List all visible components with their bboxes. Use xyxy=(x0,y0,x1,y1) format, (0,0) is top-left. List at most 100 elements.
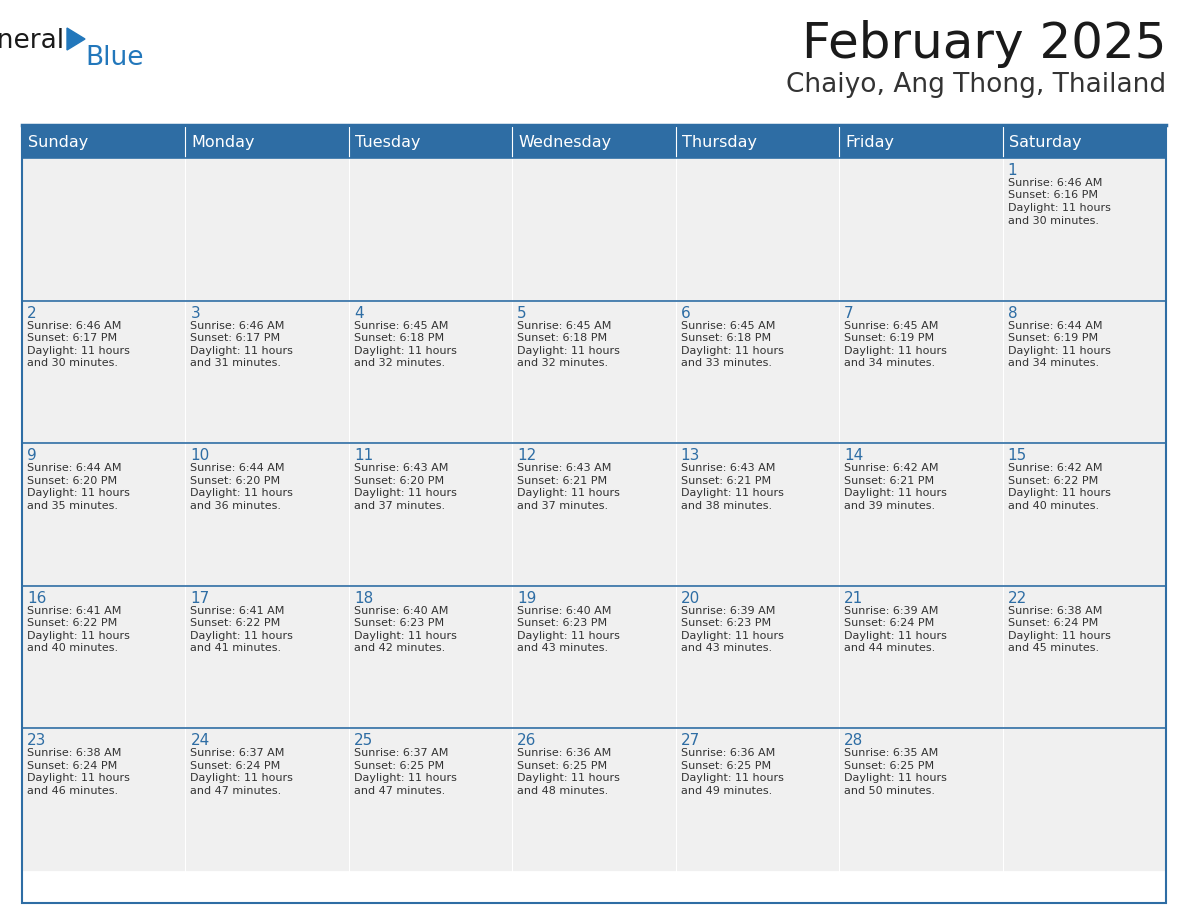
Text: 8: 8 xyxy=(1007,306,1017,320)
Text: Sunset: 6:20 PM: Sunset: 6:20 PM xyxy=(27,476,118,486)
Bar xyxy=(349,586,512,728)
Text: 28: 28 xyxy=(845,733,864,748)
Bar xyxy=(676,586,839,728)
Text: Daylight: 11 hours: Daylight: 11 hours xyxy=(681,773,784,783)
Text: Sunrise: 6:37 AM: Sunrise: 6:37 AM xyxy=(354,748,448,758)
Bar xyxy=(512,443,676,586)
Bar xyxy=(349,158,512,300)
Text: and 30 minutes.: and 30 minutes. xyxy=(27,358,118,368)
Text: Daylight: 11 hours: Daylight: 11 hours xyxy=(681,631,784,641)
Text: 16: 16 xyxy=(27,591,46,606)
Text: Sunset: 6:22 PM: Sunset: 6:22 PM xyxy=(27,619,118,628)
Text: Daylight: 11 hours: Daylight: 11 hours xyxy=(1007,488,1111,498)
Text: Sunrise: 6:45 AM: Sunrise: 6:45 AM xyxy=(517,320,612,330)
Text: Sunset: 6:24 PM: Sunset: 6:24 PM xyxy=(1007,619,1098,628)
Text: 12: 12 xyxy=(517,448,537,464)
Text: and 32 minutes.: and 32 minutes. xyxy=(354,358,446,368)
Text: Sunrise: 6:44 AM: Sunrise: 6:44 AM xyxy=(1007,320,1102,330)
Text: 20: 20 xyxy=(681,591,700,606)
Text: Sunset: 6:23 PM: Sunset: 6:23 PM xyxy=(354,619,444,628)
Text: Daylight: 11 hours: Daylight: 11 hours xyxy=(845,631,947,641)
Text: Daylight: 11 hours: Daylight: 11 hours xyxy=(27,773,129,783)
Text: Sunrise: 6:44 AM: Sunrise: 6:44 AM xyxy=(27,464,121,473)
Text: 7: 7 xyxy=(845,306,854,320)
Text: Daylight: 11 hours: Daylight: 11 hours xyxy=(27,345,129,355)
Text: and 40 minutes.: and 40 minutes. xyxy=(27,644,118,654)
Text: Daylight: 11 hours: Daylight: 11 hours xyxy=(1007,631,1111,641)
Text: 27: 27 xyxy=(681,733,700,748)
Text: Sunrise: 6:45 AM: Sunrise: 6:45 AM xyxy=(354,320,448,330)
Text: and 48 minutes.: and 48 minutes. xyxy=(517,786,608,796)
Polygon shape xyxy=(67,28,86,50)
Text: Daylight: 11 hours: Daylight: 11 hours xyxy=(517,773,620,783)
Text: 25: 25 xyxy=(354,733,373,748)
Text: Sunset: 6:22 PM: Sunset: 6:22 PM xyxy=(1007,476,1098,486)
Text: and 47 minutes.: and 47 minutes. xyxy=(354,786,446,796)
Bar xyxy=(676,158,839,300)
Text: Sunrise: 6:42 AM: Sunrise: 6:42 AM xyxy=(1007,464,1102,473)
Text: Daylight: 11 hours: Daylight: 11 hours xyxy=(27,488,129,498)
Text: Sunrise: 6:46 AM: Sunrise: 6:46 AM xyxy=(27,320,121,330)
Text: and 42 minutes.: and 42 minutes. xyxy=(354,644,446,654)
Text: Daylight: 11 hours: Daylight: 11 hours xyxy=(845,345,947,355)
Text: Sunset: 6:21 PM: Sunset: 6:21 PM xyxy=(845,476,934,486)
Text: and 35 minutes.: and 35 minutes. xyxy=(27,500,118,510)
Bar xyxy=(839,728,1003,871)
Text: and 49 minutes.: and 49 minutes. xyxy=(681,786,772,796)
Text: Sunday: Sunday xyxy=(29,135,88,150)
Bar xyxy=(23,126,1165,158)
Text: February 2025: February 2025 xyxy=(802,20,1165,68)
Bar xyxy=(23,443,185,586)
Bar xyxy=(23,728,185,871)
Text: 3: 3 xyxy=(190,306,201,320)
Bar xyxy=(185,586,349,728)
Text: 21: 21 xyxy=(845,591,864,606)
Text: 19: 19 xyxy=(517,591,537,606)
Text: 23: 23 xyxy=(27,733,46,748)
Text: and 34 minutes.: and 34 minutes. xyxy=(845,358,935,368)
Text: Blue: Blue xyxy=(86,45,144,71)
Text: Sunrise: 6:38 AM: Sunrise: 6:38 AM xyxy=(27,748,121,758)
Bar xyxy=(185,300,349,443)
Text: Sunrise: 6:36 AM: Sunrise: 6:36 AM xyxy=(517,748,612,758)
Text: 24: 24 xyxy=(190,733,209,748)
Text: 14: 14 xyxy=(845,448,864,464)
Text: 2: 2 xyxy=(27,306,37,320)
Text: Sunrise: 6:43 AM: Sunrise: 6:43 AM xyxy=(354,464,448,473)
Text: Sunset: 6:24 PM: Sunset: 6:24 PM xyxy=(190,761,280,771)
Text: Sunset: 6:16 PM: Sunset: 6:16 PM xyxy=(1007,191,1098,200)
Text: Daylight: 11 hours: Daylight: 11 hours xyxy=(517,631,620,641)
Text: Wednesday: Wednesday xyxy=(518,135,612,150)
Text: 13: 13 xyxy=(681,448,700,464)
Text: 26: 26 xyxy=(517,733,537,748)
Text: General: General xyxy=(0,28,65,54)
Text: Sunrise: 6:37 AM: Sunrise: 6:37 AM xyxy=(190,748,285,758)
Text: Sunrise: 6:39 AM: Sunrise: 6:39 AM xyxy=(845,606,939,616)
Bar xyxy=(839,300,1003,443)
Text: Sunset: 6:17 PM: Sunset: 6:17 PM xyxy=(190,333,280,343)
Text: Sunrise: 6:43 AM: Sunrise: 6:43 AM xyxy=(681,464,775,473)
Text: 11: 11 xyxy=(354,448,373,464)
Text: and 43 minutes.: and 43 minutes. xyxy=(681,644,772,654)
Bar xyxy=(1003,586,1165,728)
Text: Sunrise: 6:39 AM: Sunrise: 6:39 AM xyxy=(681,606,775,616)
Bar xyxy=(185,158,349,300)
Bar xyxy=(23,126,1165,903)
Text: Sunrise: 6:41 AM: Sunrise: 6:41 AM xyxy=(190,606,285,616)
Text: Sunset: 6:17 PM: Sunset: 6:17 PM xyxy=(27,333,118,343)
Bar xyxy=(512,728,676,871)
Text: 17: 17 xyxy=(190,591,209,606)
Bar xyxy=(349,300,512,443)
Text: Daylight: 11 hours: Daylight: 11 hours xyxy=(845,488,947,498)
Text: and 37 minutes.: and 37 minutes. xyxy=(354,500,446,510)
Text: Daylight: 11 hours: Daylight: 11 hours xyxy=(517,488,620,498)
Text: 1: 1 xyxy=(1007,163,1017,178)
Text: Chaiyo, Ang Thong, Thailand: Chaiyo, Ang Thong, Thailand xyxy=(786,72,1165,98)
Text: Sunset: 6:25 PM: Sunset: 6:25 PM xyxy=(681,761,771,771)
Text: Sunrise: 6:46 AM: Sunrise: 6:46 AM xyxy=(190,320,285,330)
Text: Daylight: 11 hours: Daylight: 11 hours xyxy=(190,345,293,355)
Text: Daylight: 11 hours: Daylight: 11 hours xyxy=(27,631,129,641)
Text: Sunrise: 6:45 AM: Sunrise: 6:45 AM xyxy=(845,320,939,330)
Text: Sunset: 6:24 PM: Sunset: 6:24 PM xyxy=(27,761,118,771)
Bar xyxy=(512,300,676,443)
